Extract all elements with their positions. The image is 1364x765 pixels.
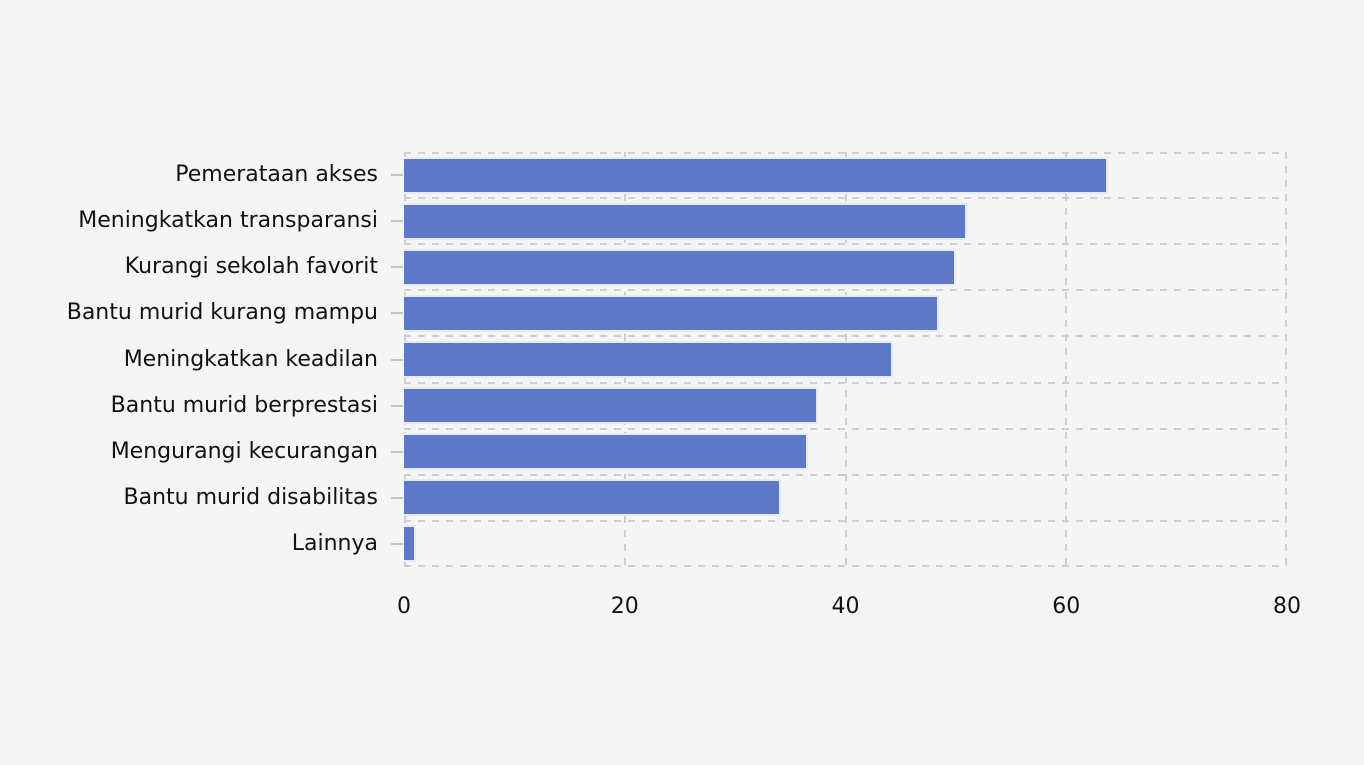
x-tick-label: 0	[397, 594, 411, 619]
category-label: Bantu murid kurang mampu	[66, 300, 378, 326]
bar	[404, 248, 956, 286]
y-axis-tick	[391, 358, 403, 361]
gridline-horizontal	[404, 243, 1287, 246]
bar	[404, 341, 893, 378]
category-label: Mengurangi kecurangan	[110, 438, 378, 464]
gridline-horizontal	[404, 197, 1287, 200]
bar	[404, 525, 417, 563]
y-axis-tick	[391, 174, 403, 177]
y-axis-tick	[391, 312, 403, 315]
y-axis-tick	[391, 496, 403, 499]
y-axis-tick	[391, 450, 403, 453]
category-label: Bantu murid disabilitas	[123, 484, 378, 510]
y-axis-tick	[391, 542, 403, 545]
bar	[404, 202, 967, 240]
plot-border-right	[1285, 152, 1287, 567]
bar	[404, 479, 782, 517]
category-label: Meningkatkan transparansi	[78, 208, 378, 234]
category-label: Bantu murid berprestasi	[110, 392, 378, 418]
category-label: Lainnya	[291, 530, 378, 556]
x-tick-label: 40	[831, 594, 860, 619]
gridline-horizontal	[404, 335, 1287, 338]
category-label: Pemerataan akses	[175, 162, 378, 188]
bar	[404, 387, 818, 425]
y-axis-tick	[391, 220, 403, 223]
category-label: Meningkatkan keadilan	[123, 346, 378, 372]
gridline-horizontal	[404, 289, 1287, 292]
x-tick-label: 80	[1273, 594, 1301, 619]
category-label: Kurangi sekolah favorit	[124, 254, 378, 280]
y-axis-tick	[391, 404, 403, 407]
x-tick-label: 20	[610, 594, 639, 619]
gridline-horizontal	[404, 427, 1287, 430]
y-axis-tick	[391, 266, 403, 269]
bar	[404, 294, 940, 332]
gridline-horizontal	[404, 473, 1287, 476]
gridline-horizontal	[404, 519, 1287, 522]
x-tick-label: 60	[1052, 594, 1081, 619]
gridline-horizontal	[404, 381, 1287, 384]
plot-area	[404, 152, 1287, 567]
bar	[404, 156, 1109, 194]
bar	[404, 433, 808, 471]
gridline-vertical	[1065, 152, 1068, 567]
